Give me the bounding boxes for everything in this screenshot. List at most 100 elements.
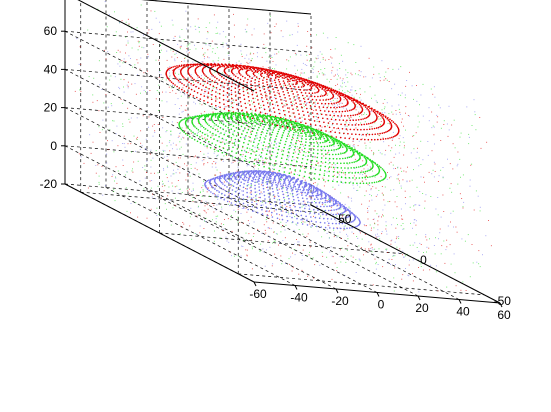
noise-point — [472, 262, 474, 264]
data-point — [378, 168, 380, 170]
data-point — [226, 149, 229, 151]
data-point — [254, 158, 256, 161]
data-point — [369, 169, 372, 171]
noise-point — [241, 245, 243, 247]
noise-point — [359, 232, 361, 234]
noise-point — [424, 256, 426, 258]
data-point — [290, 119, 292, 121]
noise-point — [269, 15, 271, 17]
data-point — [242, 65, 245, 68]
data-point — [332, 137, 335, 140]
data-point — [241, 65, 243, 67]
noise-point — [270, 129, 272, 131]
data-point — [371, 163, 374, 165]
data-point — [210, 64, 213, 67]
data-point — [235, 66, 238, 69]
noise-point — [157, 185, 159, 187]
data-point — [311, 81, 314, 83]
noise-point — [145, 91, 146, 93]
noise-point — [220, 173, 222, 175]
noise-point — [120, 98, 122, 100]
noise-point — [479, 117, 481, 118]
noise-point — [354, 90, 356, 92]
noise-point — [401, 215, 402, 217]
noise-point — [269, 236, 271, 238]
noise-point — [272, 80, 274, 82]
noise-point — [464, 240, 466, 242]
data-point — [244, 77, 246, 79]
data-point — [210, 72, 212, 74]
data-point — [267, 68, 269, 71]
data-point — [365, 158, 367, 161]
data-point — [264, 91, 266, 94]
data-point — [278, 145, 281, 148]
noise-point — [227, 218, 229, 220]
noise-point — [126, 171, 128, 173]
data-point — [367, 109, 370, 111]
noise-point — [203, 93, 205, 95]
data-point — [313, 95, 316, 98]
data-point — [183, 84, 185, 86]
noise-point — [289, 108, 290, 110]
data-point — [323, 94, 326, 97]
noise-point — [266, 216, 268, 218]
data-point — [309, 84, 312, 87]
noise-point — [309, 251, 310, 253]
noise-point — [381, 231, 383, 233]
noise-point — [256, 77, 258, 79]
noise-point — [186, 173, 188, 175]
data-point — [300, 165, 302, 168]
data-point — [285, 120, 287, 122]
noise-point — [216, 47, 218, 49]
noise-point — [266, 129, 267, 131]
noise-point — [360, 71, 362, 73]
noise-point — [402, 228, 404, 230]
noise-point — [271, 111, 272, 113]
noise-point — [424, 181, 425, 183]
noise-point — [278, 142, 280, 144]
data-point — [246, 81, 248, 84]
data-point — [328, 145, 331, 147]
noise-point — [212, 87, 214, 89]
data-point — [296, 105, 298, 108]
noise-point — [237, 200, 239, 202]
data-point — [232, 113, 235, 116]
data-point — [304, 118, 306, 120]
noise-point — [106, 162, 108, 164]
data-point — [287, 107, 289, 109]
noise-point — [306, 65, 308, 66]
noise-point — [328, 237, 330, 239]
data-point — [320, 129, 323, 132]
noise-point — [223, 74, 225, 75]
data-point — [306, 83, 309, 86]
data-point — [373, 181, 376, 184]
data-point — [302, 130, 304, 132]
noise-point — [275, 102, 277, 104]
noise-point — [143, 89, 145, 91]
noise-point — [433, 134, 435, 136]
noise-point — [221, 86, 223, 88]
noise-point — [213, 204, 215, 206]
noise-point — [261, 180, 263, 182]
noise-point — [417, 147, 418, 149]
data-point — [304, 100, 306, 103]
data-point — [286, 154, 289, 157]
noise-point — [249, 53, 251, 55]
data-point — [284, 166, 286, 169]
data-point — [282, 122, 285, 125]
noise-point — [259, 250, 261, 252]
data-point — [324, 110, 326, 112]
noise-point — [337, 172, 339, 174]
noise-point — [239, 102, 241, 104]
noise-point — [326, 200, 328, 201]
data-point — [302, 128, 305, 130]
noise-point — [451, 191, 453, 193]
data-point — [319, 84, 322, 86]
data-point — [348, 172, 350, 174]
noise-point — [193, 101, 195, 103]
noise-point — [249, 62, 251, 64]
noise-point — [217, 190, 219, 192]
data-point — [305, 79, 308, 82]
data-point — [394, 122, 396, 125]
data-point — [278, 112, 281, 115]
